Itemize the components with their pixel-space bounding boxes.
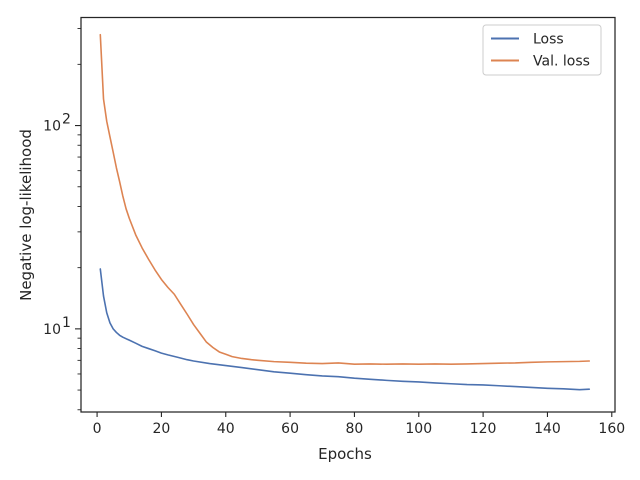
x-tick-label: 160 [598,421,625,437]
axes-frame [80,16,616,413]
y-tick-label-exponent: 1 [62,315,71,331]
x-tick-label: 60 [281,421,299,437]
legend: Loss Val. loss [482,24,602,76]
series-line-val-loss [99,33,591,366]
x-axis: 0 20 40 60 80 100 120 140 160 [93,412,625,437]
x-tick-label: 20 [153,421,171,437]
legend-label-val-loss: Val. loss [533,54,590,70]
x-tick-label: 0 [93,421,102,437]
legend-label-loss: Loss [533,32,564,48]
y-tick-label-base: 10 [43,322,61,338]
series-line-loss [99,268,591,391]
x-axis-label: Epochs [318,445,372,463]
x-tick-label: 140 [534,421,561,437]
y-tick-label-exponent: 2 [62,112,71,128]
y-axis-label: Negative log-likelihood [17,129,35,301]
y-tick-label: 10 2 [43,112,71,135]
x-tick-label: 80 [346,421,364,437]
y-tick-label: 10 1 [43,315,71,338]
y-tick-label-base: 10 [43,119,61,135]
x-tick-label: 120 [470,421,497,437]
plot-area [99,33,591,391]
x-tick-label: 100 [405,421,432,437]
x-tick-label: 40 [217,421,235,437]
